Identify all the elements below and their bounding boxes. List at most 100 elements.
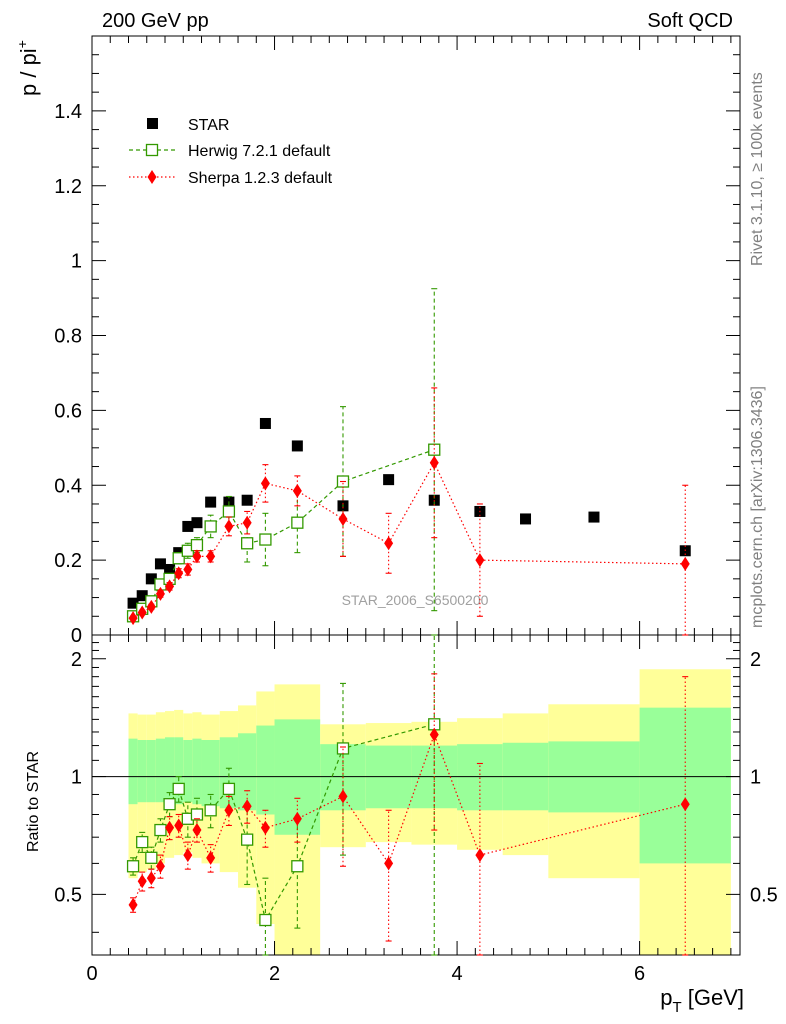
sherpa-ratio-point — [680, 797, 690, 812]
star-data-point — [145, 573, 157, 585]
legend-label-herwig: Herwig 7.2.1 default — [188, 143, 331, 160]
sherpa-data-point — [192, 549, 202, 564]
sherpa-data-point — [384, 536, 394, 551]
ratio-band-inner — [192, 738, 202, 805]
herwig-data-point — [291, 516, 304, 529]
ratio-band-inner — [256, 725, 275, 815]
header-right: Soft QCD — [647, 10, 733, 32]
sherpa-data-point — [165, 579, 175, 594]
herwig-ratio-point — [154, 823, 167, 837]
sherpa-ratio-point — [384, 856, 394, 871]
star-data-point — [291, 440, 303, 452]
legend-label-sherpa: Sherpa 1.2.3 default — [188, 170, 333, 187]
sherpa-data-point — [338, 511, 348, 526]
legend: STAR Herwig 7.2.1 default Sherpa 1.2.3 d… — [129, 117, 333, 187]
ratio-panel — [91, 634, 741, 956]
top-y-tick-label: 0.2 — [54, 550, 82, 572]
ratio-band-inner — [165, 737, 175, 805]
sherpa-data-point — [475, 553, 485, 568]
sherpa-ratio-point — [429, 727, 439, 742]
top-y-tick-label: 0.4 — [54, 475, 82, 497]
ratio-y-tick-label-right: 0.5 — [750, 884, 778, 906]
sherpa-data-point — [155, 586, 165, 601]
sherpa-ratio-point — [183, 848, 193, 863]
herwig-ratio-point — [172, 782, 185, 796]
ratio-y-tick-label: 1 — [71, 767, 82, 789]
herwig-ratio-point — [291, 860, 304, 873]
ratio-y-tick-label-right: 1 — [750, 767, 761, 789]
star-data-point — [588, 511, 600, 523]
top-y-tick-label: 0.8 — [54, 326, 82, 348]
x-tick-label: 0 — [86, 963, 97, 985]
sherpa-ratio-point — [174, 818, 184, 833]
analysis-label: STAR_2006_S6500200 — [342, 592, 489, 608]
star-data-point — [205, 496, 217, 508]
star-data-point — [127, 597, 139, 609]
ratio-band-inner — [128, 738, 138, 805]
sherpa-data-point — [137, 605, 147, 620]
herwig-ratio-point — [190, 808, 204, 821]
sherpa-ratio-point — [137, 874, 147, 889]
star-data-point — [191, 517, 203, 529]
ratio-band-inner — [238, 733, 257, 811]
ratio-band-inner — [457, 744, 503, 811]
ratio-y-tick-label: 0.5 — [54, 884, 82, 906]
star-data-point — [241, 494, 253, 506]
herwig-ratio-point — [336, 742, 350, 755]
top-y-tick-label: 1 — [71, 251, 82, 273]
star-data-point — [136, 590, 148, 602]
sherpa-ratio-line — [132, 732, 686, 906]
herwig-data-point — [259, 533, 272, 546]
star-data-point — [154, 558, 166, 570]
x-tick-label: 2 — [269, 963, 280, 985]
header-left: 200 GeV pp — [102, 10, 209, 32]
ratio-y-axis-label: Ratio to STAR — [25, 751, 42, 852]
sherpa-data-point — [174, 566, 184, 581]
x-axis-label: pT [GeV] — [660, 985, 744, 1016]
star-data-point — [182, 520, 194, 532]
sherpa-data-point — [128, 611, 138, 626]
herwig-data-point — [204, 520, 217, 533]
herwig-ratio-point — [222, 782, 236, 796]
rivet-label: Rivet 3.1.10, ≥ 100k events — [749, 72, 766, 266]
herwig-ratio-point — [259, 913, 272, 927]
herwig-ratio-point — [145, 851, 158, 864]
sherpa-ratio-point — [146, 871, 156, 886]
herwig-ratio-point — [126, 860, 140, 873]
sherpa-ratio-point — [292, 811, 302, 826]
sherpa-data-point — [146, 599, 156, 614]
x-tick-label: 6 — [634, 963, 645, 985]
mcplots-label: mcplots.cern.ch [arXiv:1306.3436] — [749, 386, 766, 628]
herwig-ratio-point — [241, 833, 254, 846]
ratio-band-inner — [183, 740, 193, 803]
sherpa-ratio-point — [155, 859, 165, 874]
sherpa-data-point — [242, 515, 252, 530]
legend-marker-star — [147, 118, 158, 129]
herwig-ratio-point — [204, 804, 217, 817]
legend-marker-herwig — [145, 143, 159, 157]
top-y-tick-label: 0 — [71, 625, 82, 647]
sherpa-data-point — [680, 556, 690, 571]
sherpa-ratio-point — [224, 803, 234, 818]
star-data-point — [383, 474, 395, 486]
sherpa-ratio-point — [206, 850, 216, 865]
ratio-band-inner — [201, 740, 220, 807]
sherpa-data-point — [260, 476, 270, 491]
sherpa-ratio-point — [165, 820, 175, 835]
sherpa-data-point — [224, 519, 234, 534]
herwig-data-point — [190, 539, 204, 552]
ratio-band-inner — [137, 740, 147, 803]
sherpa-ratio-point — [260, 820, 270, 835]
ratio-band-inner — [155, 738, 166, 803]
herwig-ratio-point — [163, 798, 176, 811]
legend-marker-sherpa — [147, 170, 157, 184]
herwig-data-point — [241, 537, 254, 550]
sherpa-data-point — [183, 562, 193, 577]
ratio-y-tick-label-right: 2 — [750, 649, 761, 671]
ratio-panel-frame — [91, 634, 741, 956]
sherpa-data-point — [429, 455, 439, 470]
sherpa-ratio-point — [242, 799, 252, 814]
star-data-point — [520, 513, 532, 525]
sherpa-ratio-point — [128, 897, 138, 912]
sherpa-ratio-point — [475, 848, 485, 863]
